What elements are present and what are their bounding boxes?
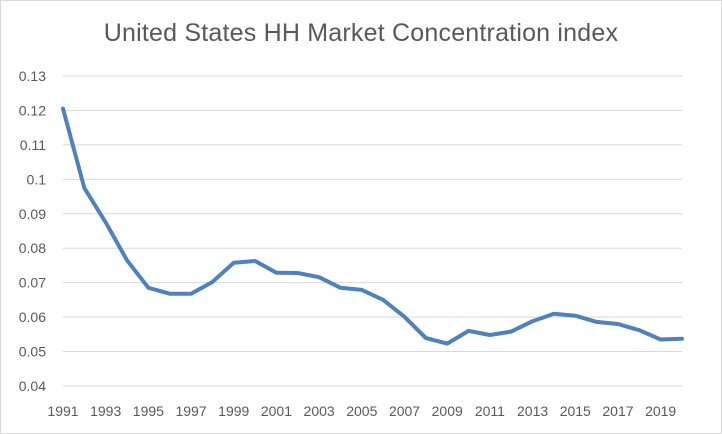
data-point: [168, 292, 172, 296]
data-point: [338, 286, 342, 290]
y-tick-label: 0.1: [27, 171, 47, 187]
x-tick-label: 2005: [346, 403, 377, 419]
y-tick-label: 0.13: [19, 68, 46, 84]
data-point: [189, 292, 193, 296]
data-point: [104, 220, 108, 224]
x-tick-label: 1995: [133, 403, 164, 419]
y-tick-label: 0.12: [19, 102, 46, 118]
data-point: [125, 258, 129, 262]
y-tick-label: 0.07: [19, 275, 46, 291]
gridlines: [63, 75, 682, 353]
x-tick-label: 2013: [517, 403, 548, 419]
data-point: [552, 312, 556, 316]
data-point: [509, 330, 513, 334]
series-line: [61, 106, 684, 346]
y-tick-label: 0.08: [19, 240, 46, 256]
data-point: [381, 298, 385, 302]
data-point: [296, 271, 300, 275]
data-point: [637, 328, 641, 332]
x-tick-label: 2001: [261, 403, 292, 419]
y-tick-label: 0.06: [19, 309, 46, 325]
data-point: [274, 271, 278, 275]
data-point: [659, 338, 663, 342]
x-tick-label: 1997: [175, 403, 206, 419]
x-tick-label: 2007: [389, 403, 420, 419]
data-point: [573, 314, 577, 318]
x-tick-label: 2009: [432, 403, 463, 419]
data-point: [146, 286, 150, 290]
y-tick-label: 0.05: [19, 344, 46, 360]
y-tick-label: 0.09: [19, 206, 46, 222]
data-point: [253, 259, 257, 263]
data-point: [61, 107, 65, 111]
data-point: [595, 320, 599, 324]
data-point: [403, 315, 407, 319]
x-tick-label: 2015: [560, 403, 591, 419]
data-point: [488, 333, 492, 337]
x-tick-label: 1991: [47, 403, 78, 419]
tick-labels: 0.04 0.05 0.06 0.07 0.08 0.09 0.1 0.11 0.12 0.13 1…: [19, 68, 677, 419]
x-tick-label: 1993: [90, 403, 121, 419]
data-point: [360, 288, 364, 292]
data-point: [467, 329, 471, 333]
data-point: [531, 319, 535, 323]
data-point: [232, 261, 236, 265]
data-point: [210, 280, 214, 284]
x-tick-label: 2011: [475, 403, 505, 419]
data-point: [680, 337, 684, 341]
x-tick-label: 2017: [602, 403, 633, 419]
data-point: [445, 342, 449, 346]
chart-title: United States HH Market Concentration in…: [103, 19, 619, 47]
x-tick-label: 2019: [645, 403, 676, 419]
data-point: [424, 336, 428, 340]
x-tick-label: 1999: [218, 403, 249, 419]
y-tick-label: 0.11: [20, 137, 46, 153]
data-point: [317, 275, 321, 279]
series-layer: [61, 106, 684, 346]
data-point: [82, 186, 86, 190]
y-tick-label: 0.04: [19, 378, 46, 394]
x-tick-label: 2003: [304, 403, 335, 419]
data-point: [616, 322, 620, 326]
